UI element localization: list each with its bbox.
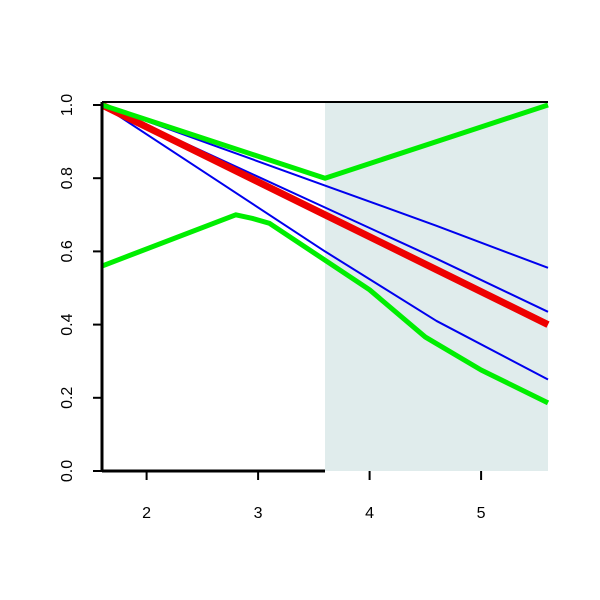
shaded-region: [325, 102, 548, 471]
x-tick-label: 4: [365, 505, 374, 522]
line-series: [101, 102, 549, 181]
y-tick-label: 0.2: [59, 387, 76, 409]
x-tick-label: 2: [142, 505, 151, 522]
y-tick-label: 0.0: [59, 460, 76, 482]
y-tick-label: 0.6: [59, 240, 76, 262]
x-tick-label: 3: [254, 505, 263, 522]
x-tick-label: 5: [477, 505, 486, 522]
y-tick-label: 0.4: [59, 313, 76, 335]
y-tick-label: 0.8: [59, 167, 76, 189]
line-series: [101, 212, 550, 406]
line-series: [101, 104, 549, 381]
y-tick-label: 1.0: [59, 94, 76, 116]
line-series: [100, 101, 550, 328]
